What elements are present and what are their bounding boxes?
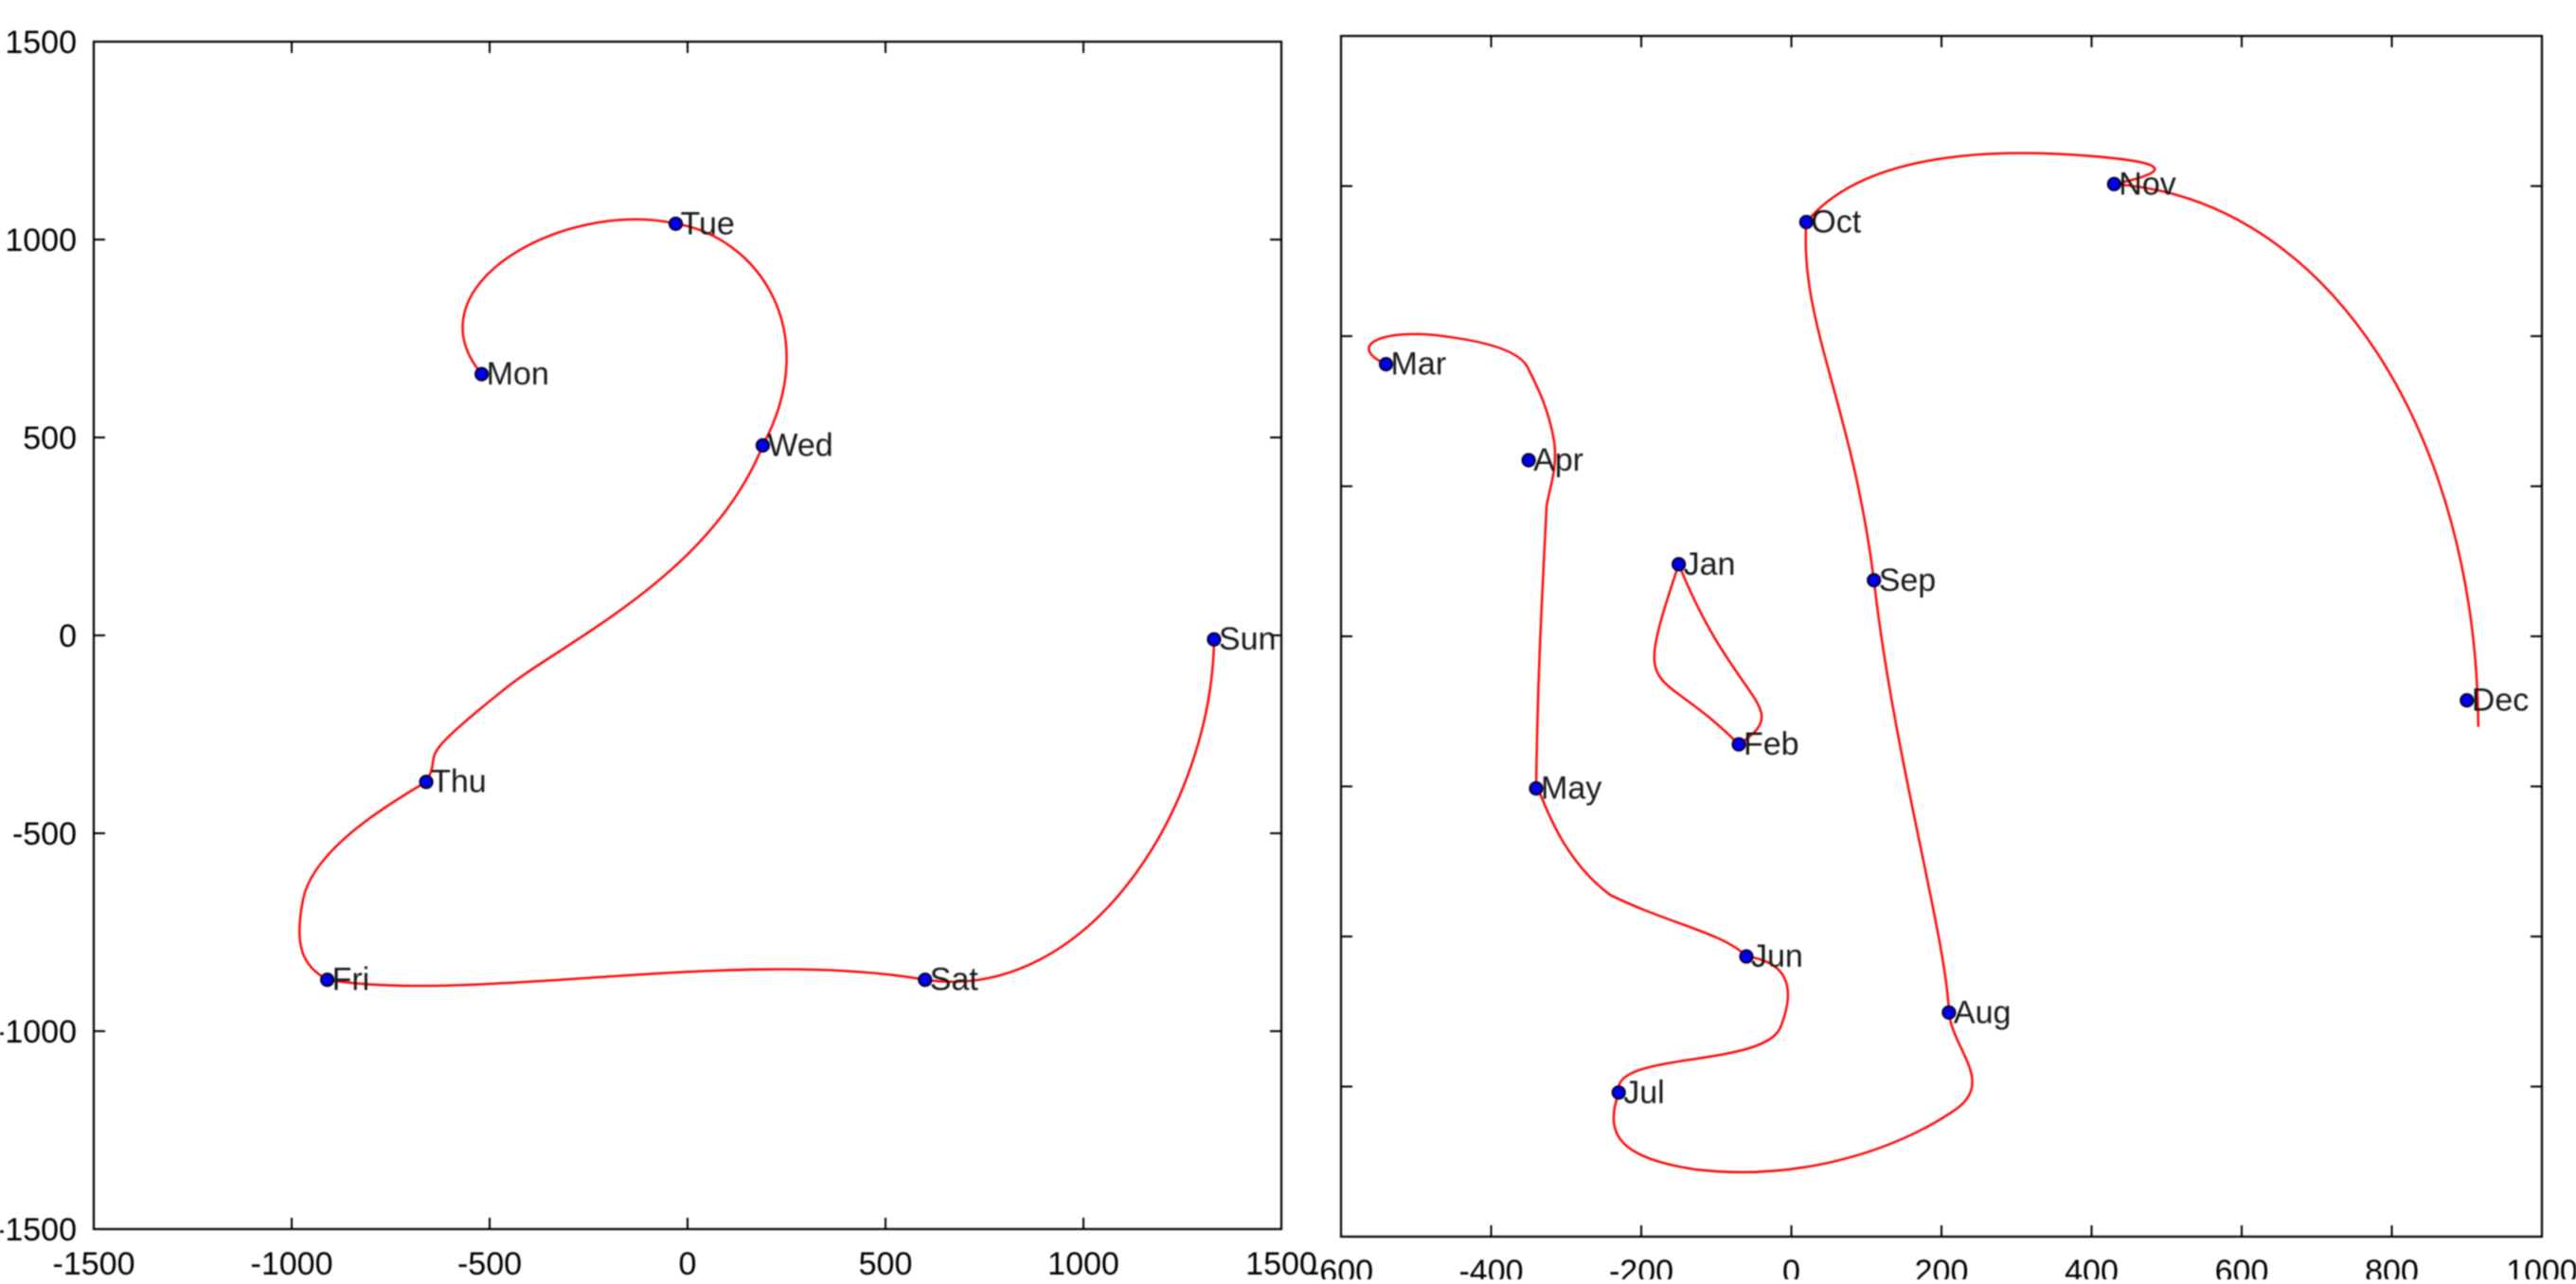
svg-text:1000: 1000 [2506, 1254, 2576, 1279]
svg-text:-200: -200 [1609, 1254, 1673, 1279]
svg-text:1000: 1000 [1047, 1246, 1119, 1279]
svg-text:Dec: Dec [2472, 683, 2529, 719]
svg-text:-1000: -1000 [251, 1246, 333, 1279]
svg-text:0: 0 [679, 1246, 697, 1279]
svg-text:-600: -600 [1309, 1254, 1373, 1279]
svg-text:-1500: -1500 [0, 1212, 77, 1248]
svg-text:0: 0 [1782, 1254, 1800, 1279]
svg-text:Fri: Fri [332, 962, 370, 998]
svg-text:Jun: Jun [1751, 938, 1803, 974]
svg-text:-1500: -1500 [53, 1246, 135, 1279]
svg-text:0: 0 [59, 618, 77, 654]
svg-text:-500: -500 [457, 1246, 522, 1279]
svg-text:Aug: Aug [1954, 994, 2012, 1030]
svg-text:Thu: Thu [431, 764, 487, 800]
svg-text:May: May [1541, 771, 1601, 807]
svg-text:-500: -500 [12, 816, 77, 852]
svg-text:600: 600 [2215, 1254, 2269, 1279]
svg-text:Sun: Sun [1219, 621, 1277, 657]
svg-text:500: 500 [859, 1246, 913, 1279]
svg-text:-1000: -1000 [0, 1014, 77, 1050]
svg-text:200: 200 [1915, 1254, 1969, 1279]
svg-text:Mar: Mar [1391, 347, 1447, 383]
svg-text:Jan: Jan [1684, 546, 1736, 582]
svg-text:Jul: Jul [1623, 1075, 1664, 1111]
svg-text:-400: -400 [1458, 1254, 1523, 1279]
svg-text:400: 400 [2065, 1254, 2119, 1279]
svg-text:500: 500 [23, 420, 77, 456]
svg-text:800: 800 [2365, 1254, 2419, 1279]
svg-text:Oct: Oct [1811, 205, 1861, 241]
svg-text:Wed: Wed [767, 427, 832, 463]
svg-text:1500: 1500 [5, 25, 77, 61]
svg-text:1500: 1500 [1245, 1246, 1317, 1279]
svg-text:1000: 1000 [5, 223, 77, 259]
svg-text:Sat: Sat [930, 962, 979, 998]
svg-text:Sep: Sep [1879, 562, 1937, 598]
svg-text:Mon: Mon [487, 356, 549, 392]
svg-text:Feb: Feb [1744, 726, 1799, 762]
svg-text:Tue: Tue [681, 205, 735, 241]
svg-text:Apr: Apr [1533, 442, 1583, 478]
svg-text:Nov: Nov [2119, 166, 2175, 202]
